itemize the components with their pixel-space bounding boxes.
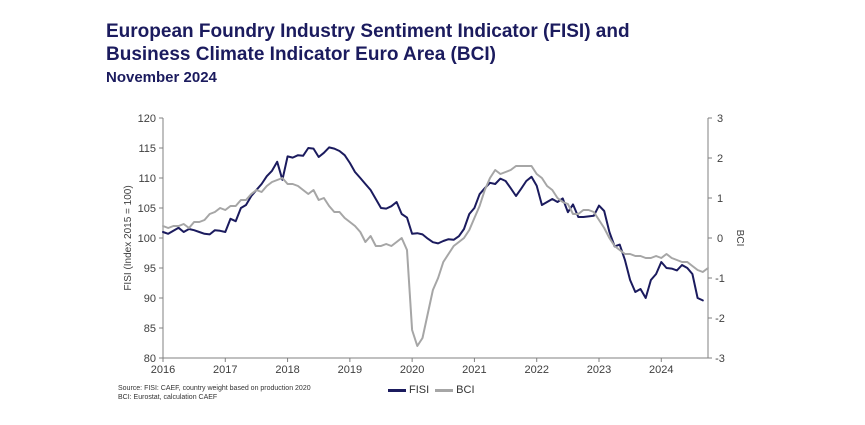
x-tick-label: 2021 <box>462 364 486 376</box>
left-tick-label: 90 <box>144 293 156 305</box>
series-layer <box>162 146 709 347</box>
x-tick-label: 2020 <box>400 364 424 376</box>
right-tick-label: 3 <box>717 113 723 125</box>
legend-swatch-bci <box>435 388 454 392</box>
right-tick-label: 1 <box>717 193 723 205</box>
source-note: Source: FISI: CAEF, country weight based… <box>118 384 311 402</box>
left-tick-label: 120 <box>138 113 156 125</box>
series-line-bci <box>162 165 709 347</box>
left-tick-label: 95 <box>144 263 156 275</box>
chart-subtitle: November 2024 <box>106 69 217 86</box>
x-tick-label: 2023 <box>587 364 611 376</box>
x-tick-label: 2016 <box>151 364 175 376</box>
legend-item-bci: BCI <box>435 384 475 396</box>
right-tick-label: 0 <box>717 233 723 245</box>
legend-label-bci: BCI <box>456 384 475 396</box>
x-tick-label: 2024 <box>649 364 673 376</box>
legend-swatch-fisi <box>388 388 406 392</box>
right-tick-label: -2 <box>715 313 725 325</box>
x-tick-label: 2018 <box>275 364 299 376</box>
chart-title-line-1: European Foundry Industry Sentiment Indi… <box>106 21 630 42</box>
chart-axes: 80 85 90 95 100 105 110 115 120 -3 -2 -1 0 1 2 3 2016 201… <box>123 113 745 376</box>
x-tick-label: 2017 <box>213 364 237 376</box>
x-tick-label: 2022 <box>524 364 548 376</box>
y-axis-title: FISI (Index 2015 = 100) <box>123 185 134 290</box>
right-tick-label: 2 <box>717 153 723 165</box>
chart-header: European Foundry Industry Sentiment Indi… <box>106 20 630 87</box>
y2-axis-title: BCI <box>734 230 745 247</box>
series-line-fisi <box>162 146 704 302</box>
chart-title-line-2: Business Climate Indicator Euro Area (BC… <box>106 44 496 65</box>
right-tick-label: -1 <box>715 273 725 285</box>
left-tick-label: 100 <box>138 233 156 245</box>
source-line-1: Source: FISI: CAEF, country weight based… <box>118 385 311 392</box>
left-tick-label: 85 <box>144 323 156 335</box>
legend-item-fisi: FISI <box>388 384 429 396</box>
legend: FISI BCI <box>388 384 481 396</box>
source-line-2: BCI: Eurostat, calculation CAEF <box>118 394 218 401</box>
left-tick-label: 110 <box>138 173 156 185</box>
left-tick-label: 105 <box>138 203 156 215</box>
right-tick-label: -3 <box>715 353 725 365</box>
legend-label-fisi: FISI <box>409 384 430 396</box>
left-tick-label: 80 <box>144 353 156 365</box>
x-tick-label: 2019 <box>338 364 362 376</box>
left-tick-label: 115 <box>138 143 156 155</box>
